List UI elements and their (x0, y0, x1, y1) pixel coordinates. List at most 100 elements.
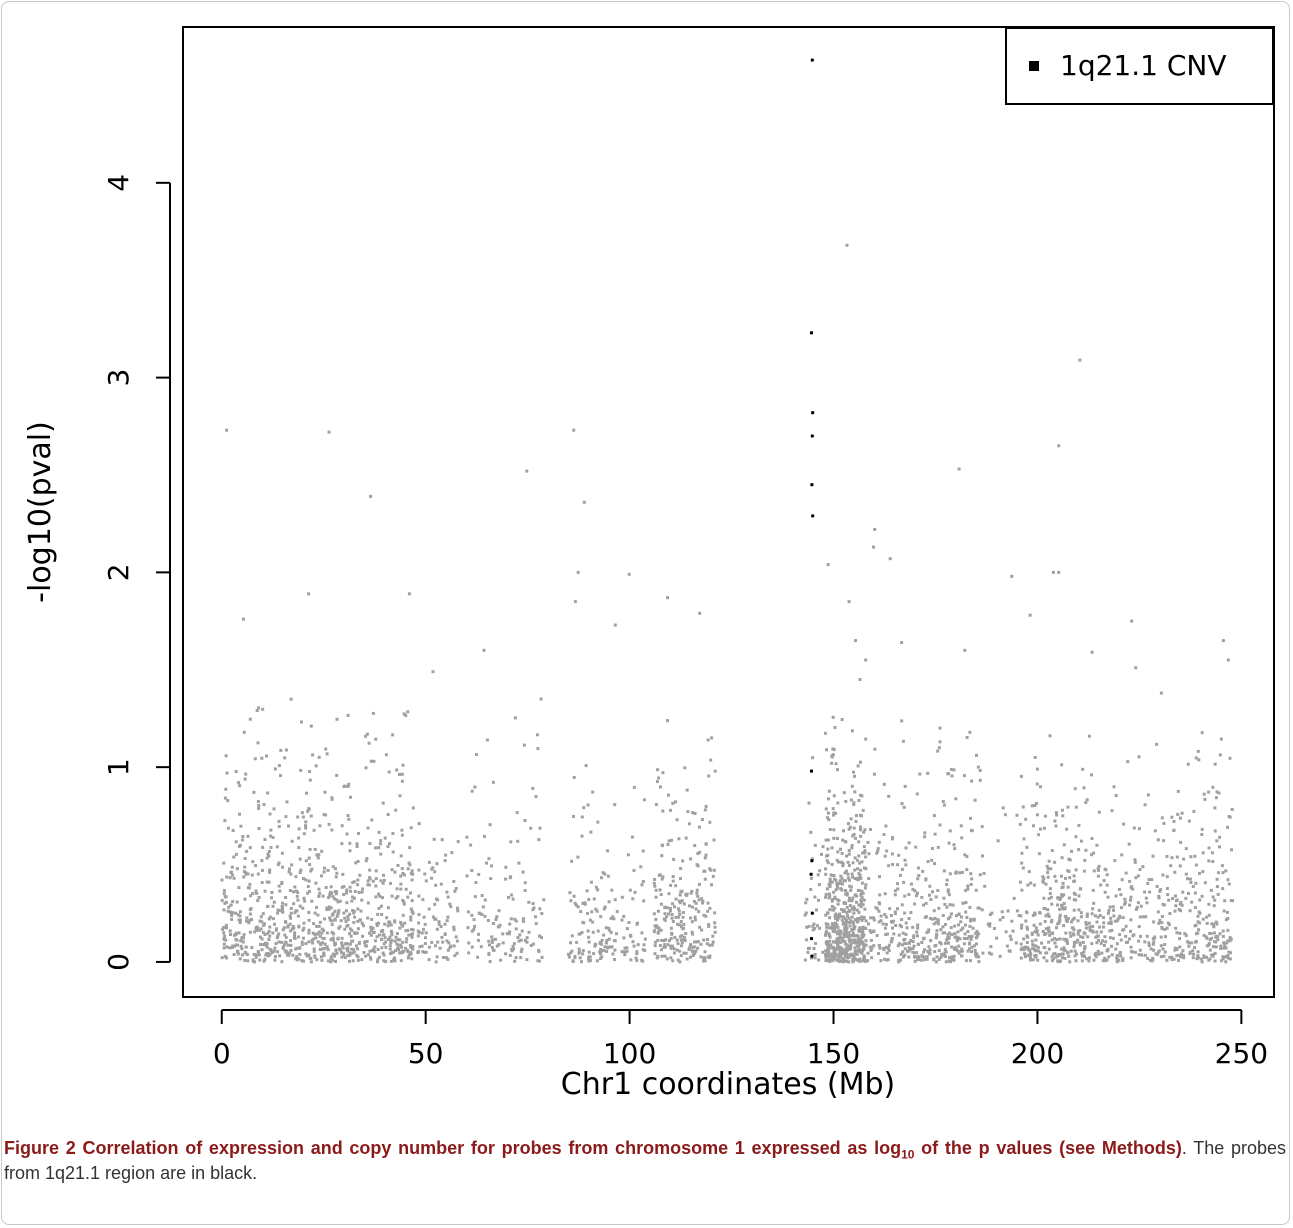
data-point (446, 915, 450, 919)
data-point (891, 837, 894, 841)
data-point (376, 957, 380, 961)
data-point (595, 959, 599, 963)
data-point (950, 933, 954, 936)
data-point (1077, 848, 1081, 852)
data-point (996, 839, 1000, 843)
data-point (965, 937, 969, 941)
data-point (596, 929, 600, 933)
data-point (370, 818, 374, 822)
data-point (302, 926, 306, 930)
data-point (1054, 945, 1058, 949)
data-point (396, 895, 400, 898)
data-point (1188, 909, 1192, 913)
data-point (611, 952, 615, 956)
data-point (691, 932, 695, 936)
data-point (1207, 859, 1211, 863)
data-point (1095, 941, 1099, 945)
data-point (810, 857, 814, 861)
data-point (346, 949, 350, 953)
data-point (973, 948, 977, 952)
data-point (465, 874, 469, 878)
data-point (396, 864, 400, 867)
data-point (843, 871, 847, 875)
data-point (222, 908, 226, 912)
data-point (317, 755, 321, 759)
data-point (620, 895, 624, 899)
data-point (842, 959, 846, 963)
data-point (932, 958, 936, 962)
data-point (816, 873, 820, 877)
data-point (255, 891, 259, 895)
data-point (960, 915, 963, 919)
data-point (1052, 957, 1055, 961)
data-point (243, 958, 247, 962)
data-point (710, 943, 714, 947)
data-point (440, 935, 444, 939)
data-point (273, 922, 276, 926)
data-point (374, 877, 378, 881)
data-point (837, 932, 841, 936)
data-point (988, 924, 992, 928)
data-point (521, 917, 525, 921)
data-point (967, 947, 971, 951)
data-point (222, 926, 226, 929)
data-point (1061, 952, 1065, 956)
caption-methods-link[interactable]: Methods) (1101, 1138, 1182, 1158)
data-point (620, 950, 624, 954)
data-point (1020, 861, 1024, 865)
data-point (1179, 900, 1183, 904)
data-point (599, 915, 603, 919)
data-point (861, 959, 865, 963)
data-point (699, 955, 703, 959)
data-point (290, 863, 294, 867)
data-point (1027, 870, 1031, 874)
data-point (708, 956, 712, 960)
data-point (371, 930, 375, 934)
data-point (344, 909, 348, 913)
data-point (687, 822, 691, 826)
data-point (902, 805, 906, 809)
data-point (672, 857, 676, 861)
data-point (443, 859, 447, 863)
data-point (410, 927, 414, 931)
data-point (296, 815, 300, 819)
data-point (631, 940, 635, 944)
data-point (703, 869, 707, 873)
data-point (1062, 902, 1066, 905)
data-point (1070, 920, 1073, 924)
data-point (1036, 933, 1040, 937)
data-point (969, 917, 973, 921)
data-point (478, 912, 482, 916)
data-point (479, 945, 483, 949)
data-point (427, 958, 431, 962)
data-point (1046, 908, 1050, 912)
data-point (827, 896, 831, 900)
data-point (988, 922, 992, 926)
data-point (406, 956, 410, 960)
data-point (351, 939, 355, 943)
data-point (424, 879, 428, 883)
data-point (836, 944, 840, 948)
data-point (380, 930, 384, 933)
data-point (495, 944, 499, 948)
data-point (847, 852, 851, 856)
data-point (842, 791, 846, 795)
data-point (382, 933, 386, 937)
data-point (858, 873, 862, 877)
data-point-1q21 (810, 331, 813, 335)
data-point (831, 929, 835, 933)
data-point (925, 957, 929, 961)
data-point (923, 831, 927, 835)
data-point (1168, 955, 1172, 959)
data-point (700, 897, 704, 901)
data-point (1094, 935, 1098, 939)
data-point (376, 948, 380, 951)
data-point (417, 913, 421, 917)
data-point (1214, 920, 1218, 924)
data-point (622, 914, 626, 918)
data-point (304, 942, 308, 946)
data-point (1193, 924, 1197, 928)
data-point (955, 935, 959, 939)
data-point (909, 939, 913, 942)
data-point (300, 959, 304, 963)
